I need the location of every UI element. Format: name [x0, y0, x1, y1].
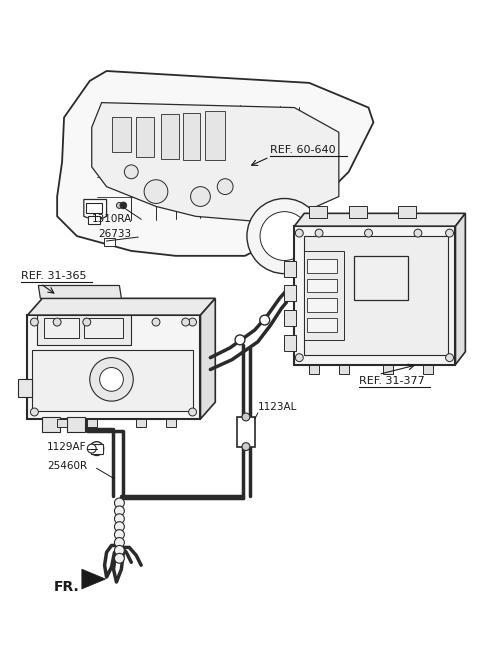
Bar — [237, 417, 255, 447]
Bar — [307, 278, 337, 292]
Circle shape — [117, 202, 122, 208]
Bar — [87, 419, 96, 427]
Bar — [349, 206, 367, 218]
Text: REF. 31-377: REF. 31-377 — [359, 377, 424, 386]
Circle shape — [100, 367, 123, 391]
Polygon shape — [33, 350, 192, 411]
Bar — [67, 417, 85, 432]
Circle shape — [114, 522, 124, 532]
Bar — [339, 365, 349, 375]
Bar — [205, 111, 225, 160]
Bar — [88, 216, 100, 224]
Circle shape — [217, 179, 233, 195]
Polygon shape — [37, 315, 131, 345]
Circle shape — [152, 318, 160, 326]
Polygon shape — [27, 315, 201, 419]
Bar — [18, 379, 33, 397]
Circle shape — [182, 318, 190, 326]
Circle shape — [87, 444, 96, 453]
Text: 26733: 26733 — [99, 229, 132, 239]
Polygon shape — [201, 298, 216, 419]
Circle shape — [315, 229, 323, 237]
Text: REF. 60-640: REF. 60-640 — [270, 145, 335, 155]
Bar — [86, 204, 102, 214]
Polygon shape — [38, 286, 121, 298]
Polygon shape — [27, 298, 216, 315]
Bar — [57, 419, 67, 427]
Circle shape — [30, 408, 38, 416]
Circle shape — [260, 315, 270, 325]
Bar — [307, 298, 337, 312]
Polygon shape — [294, 226, 456, 365]
Polygon shape — [57, 71, 373, 256]
Circle shape — [295, 229, 303, 237]
Bar — [398, 206, 416, 218]
Bar — [183, 113, 201, 160]
Bar — [309, 206, 327, 218]
Bar — [136, 419, 146, 427]
Bar — [161, 115, 179, 159]
Polygon shape — [82, 569, 106, 589]
Circle shape — [191, 187, 210, 206]
Text: FR.: FR. — [54, 580, 80, 594]
Bar — [136, 117, 154, 157]
Circle shape — [235, 335, 245, 345]
Bar — [354, 256, 408, 301]
Circle shape — [445, 229, 454, 237]
Polygon shape — [304, 236, 447, 354]
Bar — [309, 365, 319, 375]
Bar — [285, 261, 296, 276]
Circle shape — [114, 530, 124, 540]
Bar — [285, 335, 296, 350]
Circle shape — [247, 198, 322, 274]
Polygon shape — [304, 251, 344, 340]
Circle shape — [414, 229, 422, 237]
Circle shape — [260, 212, 309, 261]
Circle shape — [114, 514, 124, 524]
Circle shape — [114, 553, 124, 563]
Text: 1129AF: 1129AF — [47, 441, 87, 451]
Circle shape — [242, 443, 250, 451]
Bar — [384, 365, 393, 375]
Bar — [307, 318, 337, 332]
Circle shape — [114, 498, 124, 508]
Circle shape — [83, 318, 91, 326]
Polygon shape — [84, 200, 107, 221]
Circle shape — [53, 318, 61, 326]
Bar — [285, 310, 296, 326]
Circle shape — [242, 413, 250, 421]
Circle shape — [364, 229, 372, 237]
Circle shape — [120, 202, 127, 209]
Circle shape — [295, 354, 303, 362]
Bar — [285, 286, 296, 301]
Circle shape — [114, 506, 124, 515]
Polygon shape — [92, 103, 339, 221]
Circle shape — [144, 179, 168, 204]
Polygon shape — [456, 214, 466, 365]
Circle shape — [114, 538, 124, 548]
Circle shape — [114, 546, 124, 555]
Circle shape — [30, 318, 38, 326]
Bar — [91, 443, 103, 453]
Bar — [104, 238, 116, 246]
Text: REF. 31-365: REF. 31-365 — [21, 271, 86, 280]
Text: 1123AL: 1123AL — [258, 402, 297, 412]
Text: 25460R: 25460R — [47, 461, 87, 472]
Text: 1310RA: 1310RA — [92, 214, 132, 224]
Circle shape — [445, 354, 454, 362]
Circle shape — [90, 358, 133, 401]
Circle shape — [124, 165, 138, 179]
Bar — [423, 365, 433, 375]
Bar — [307, 259, 337, 272]
Bar — [42, 417, 60, 432]
Bar — [44, 318, 79, 338]
Circle shape — [189, 318, 196, 326]
Circle shape — [90, 441, 104, 455]
Bar — [166, 419, 176, 427]
Circle shape — [189, 408, 196, 416]
Polygon shape — [294, 214, 466, 226]
Bar — [111, 117, 131, 152]
Bar — [84, 318, 123, 338]
